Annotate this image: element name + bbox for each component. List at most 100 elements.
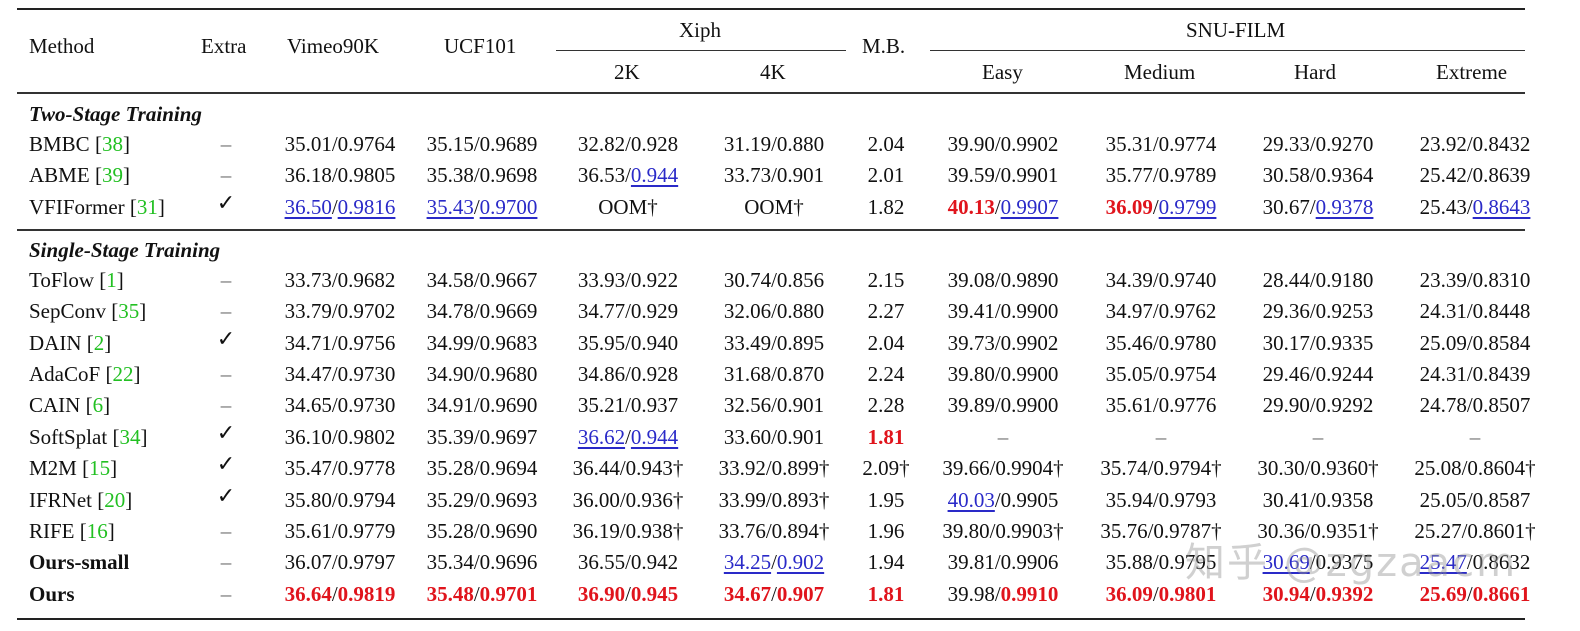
metric-cell-easy: 39.08/0.9890 [947, 268, 1059, 292]
method-label: RIFE [29, 519, 75, 543]
method-name: Ours [29, 582, 75, 607]
citation-link[interactable]: 6 [92, 393, 104, 417]
citation-link[interactable]: 1 [106, 268, 117, 292]
metric-cell-mb: 2.04 [867, 331, 905, 355]
metric-cell-mb: 2.15 [867, 268, 905, 292]
top-rule [17, 8, 1525, 10]
method-label: DAIN [29, 331, 82, 355]
metric-cell-xiph-4k: 33.60/0.901 [723, 425, 825, 449]
metric-cell-vimeo: 36.64/0.9819 [284, 582, 396, 606]
metric-cell-ucf: 34.58/0.9667 [426, 268, 538, 292]
section-divider-rule [17, 229, 1525, 231]
method-label: AdaCoF [29, 362, 101, 386]
citation-link[interactable]: 31 [136, 195, 158, 219]
metric-cell-xiph-4k: 33.49/0.895 [723, 331, 825, 355]
metric-cell-ucf: 34.91/0.9690 [426, 393, 538, 417]
header-easy: Easy [982, 60, 1023, 84]
metric-cell-easy: 39.73/0.9902 [947, 331, 1059, 355]
citation-link[interactable]: 38 [101, 132, 123, 156]
dash-cell: – [220, 132, 232, 156]
metric-cell-hard: 30.17/0.9335 [1262, 331, 1374, 355]
metric-cell-xiph-2k: 35.95/0.940 [577, 331, 679, 355]
header-hard: Hard [1294, 60, 1336, 84]
metric-cell-mb: 1.95 [867, 488, 905, 512]
citation-link[interactable]: 39 [101, 163, 123, 187]
metric-cell-xiph-2k: 36.44/0.943† [572, 456, 684, 480]
metric-cell-medium: 35.77/0.9789 [1105, 163, 1217, 187]
metric-cell-extreme: 25.69/0.8661 [1419, 582, 1531, 606]
metric-cell-extreme: 25.27/0.8601† [1414, 519, 1536, 543]
check-icon: ✓ [216, 484, 236, 509]
dash-cell: – [220, 299, 232, 323]
metric-cell-mb: 1.96 [867, 519, 905, 543]
citation-link[interactable]: 2 [93, 331, 105, 355]
check-icon: ✓ [216, 327, 236, 352]
metric-cell-easy: 39.89/0.9900 [947, 393, 1059, 417]
metric-cell-ucf: 35.34/0.9696 [426, 550, 538, 574]
metric-cell-xiph-4k: 31.68/0.870 [723, 362, 825, 386]
metric-cell-extreme: 24.31/0.8448 [1419, 299, 1531, 323]
xiph-group-rule [556, 50, 846, 52]
metric-cell-ucf: 35.39/0.9697 [426, 425, 538, 449]
metric-cell-mb: 2.04 [867, 132, 905, 156]
method-name: ABME [39] [29, 163, 130, 187]
header-extreme: Extreme [1436, 60, 1508, 84]
metric-cell-xiph-2k: 36.55/0.942 [577, 550, 679, 574]
metric-cell-xiph-2k: 34.86/0.928 [577, 362, 679, 386]
metric-cell-vimeo: 35.47/0.9778 [284, 456, 396, 480]
metric-cell-medium: 35.05/0.9754 [1105, 362, 1217, 386]
metric-cell-extreme: 23.92/0.8432 [1419, 132, 1531, 156]
method-label: CAIN [29, 393, 81, 417]
metric-cell-medium: 35.31/0.9774 [1105, 132, 1217, 156]
method-name: CAIN [6] [29, 393, 111, 417]
metric-cell-xiph-4k: 32.56/0.901 [723, 393, 825, 417]
metric-cell-medium: 35.74/0.9794† [1100, 456, 1222, 480]
metric-cell-xiph-2k: 36.19/0.938† [572, 519, 684, 543]
metric-cell-vimeo: 34.47/0.9730 [284, 362, 396, 386]
citation-link[interactable]: 16 [86, 519, 108, 543]
metric-cell-xiph-4k: 30.74/0.856 [723, 268, 825, 292]
dash-cell: – [220, 362, 232, 386]
metric-cell-vimeo: 33.73/0.9682 [284, 268, 396, 292]
metric-cell-extreme: 23.39/0.8310 [1419, 268, 1531, 292]
metric-cell-vimeo: 34.71/0.9756 [284, 331, 396, 355]
metric-cell-xiph-4k: 33.73/0.901 [723, 163, 825, 187]
metric-cell-easy: 39.90/0.9902 [947, 132, 1059, 156]
metric-cell-xiph-4k: OOM† [744, 195, 804, 219]
metric-cell-medium: 35.46/0.9780 [1105, 331, 1217, 355]
metric-cell-mb: 2.09† [862, 456, 910, 480]
citation-link[interactable]: 22 [112, 362, 134, 386]
citation-link[interactable]: 15 [89, 456, 111, 480]
citation-link[interactable]: 20 [104, 488, 126, 512]
metric-cell-ucf: 34.99/0.9683 [426, 331, 538, 355]
method-name: ToFlow [1] [29, 268, 124, 292]
dash-cell: – [220, 163, 232, 187]
method-label: ABME [29, 163, 90, 187]
metric-cell-ucf: 34.78/0.9669 [426, 299, 538, 323]
metric-cell-easy: – [997, 425, 1009, 449]
metric-cell-xiph-2k: 33.93/0.922 [577, 268, 679, 292]
method-name: DAIN [2] [29, 331, 112, 355]
metric-cell-medium: 36.09/0.9799 [1105, 195, 1217, 219]
method-label: ToFlow [29, 268, 95, 292]
method-label: SepConv [29, 299, 107, 323]
metric-cell-easy: 40.03/0.9905 [947, 488, 1059, 512]
metric-cell-hard: 29.36/0.9253 [1262, 299, 1374, 323]
metric-cell-easy: 39.59/0.9901 [947, 163, 1059, 187]
metric-cell-vimeo: 36.07/0.9797 [284, 550, 396, 574]
metric-cell-extreme: – [1469, 425, 1481, 449]
metric-cell-mb: 1.94 [867, 550, 905, 574]
metric-cell-easy: 40.13/0.9907 [947, 195, 1059, 219]
header-method: Method [29, 34, 95, 58]
method-label: M2M [29, 456, 77, 480]
citation-link[interactable]: 34 [119, 425, 141, 449]
method-label: IFRNet [29, 488, 92, 512]
metric-cell-mb: 1.82 [867, 195, 905, 219]
metric-cell-extreme: 24.78/0.8507 [1419, 393, 1531, 417]
header-medium: Medium [1124, 60, 1196, 84]
citation-link[interactable]: 35 [118, 299, 140, 323]
metric-cell-xiph-4k: 34.67/0.907 [723, 582, 825, 606]
metric-cell-xiph-2k: 34.77/0.929 [577, 299, 679, 323]
metric-cell-xiph-4k: 31.19/0.880 [723, 132, 825, 156]
metric-cell-hard: 30.36/0.9351† [1257, 519, 1379, 543]
